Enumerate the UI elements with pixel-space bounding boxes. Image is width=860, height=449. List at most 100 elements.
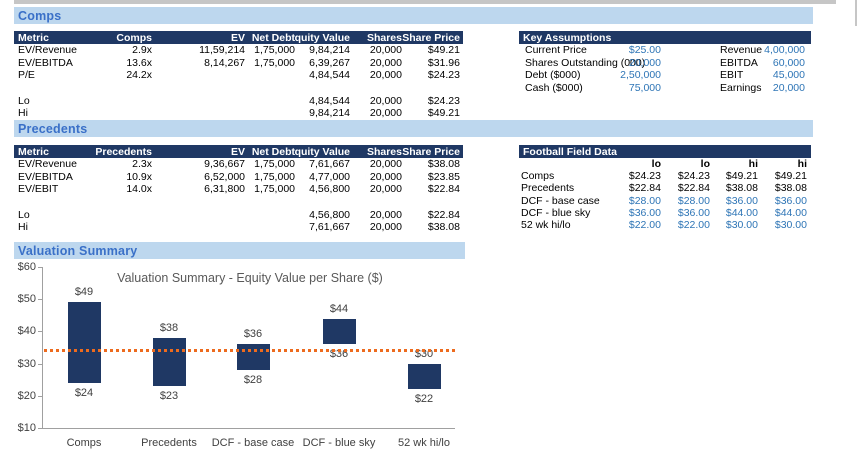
cell[interactable]: 20,000 — [369, 158, 402, 171]
assumption-value[interactable]: 45,000 — [772, 69, 805, 82]
cell[interactable]: 6,39,267 — [309, 56, 350, 69]
cell[interactable]: $28.00 — [628, 194, 661, 207]
column-header-hi[interactable]: hi — [797, 158, 807, 170]
assumption-value[interactable]: 75,000 — [628, 82, 661, 95]
section-header-valuation-summary[interactable]: Valuation Summary — [14, 242, 465, 259]
cell[interactable]: 7,61,667 — [309, 221, 350, 234]
cell[interactable]: 1,75,000 — [254, 44, 295, 57]
assumption-value[interactable]: 2,50,000 — [620, 69, 661, 82]
cell[interactable]: Lo — [18, 94, 30, 107]
cell[interactable]: EV/EBITDA — [18, 170, 73, 183]
column-header-quity Value[interactable]: quity Value — [294, 31, 350, 44]
column-header-Shares[interactable]: Shares — [366, 145, 402, 158]
assumption-value[interactable]: $25.00 — [628, 44, 661, 57]
cell[interactable]: 20,000 — [369, 208, 402, 221]
valuation-summary-chart[interactable]: Valuation Summary - Equity Value per Sha… — [0, 260, 470, 449]
cell[interactable]: 20,000 — [369, 56, 402, 69]
column-header-Metric[interactable]: Metric — [18, 145, 49, 158]
cell[interactable]: 20,000 — [369, 69, 402, 82]
cell[interactable]: $30.00 — [725, 219, 758, 232]
cell[interactable]: 1,75,000 — [254, 170, 295, 183]
cell[interactable]: 4,56,800 — [309, 183, 350, 196]
assumption-value[interactable]: 20,000 — [772, 82, 805, 95]
cell[interactable]: $38.08 — [427, 158, 460, 171]
cell[interactable]: $22.84 — [427, 208, 460, 221]
column-header-EV[interactable]: EV — [230, 31, 245, 44]
cell[interactable]: $44.00 — [725, 207, 758, 220]
cell[interactable]: 1,75,000 — [254, 158, 295, 171]
cell[interactable]: 24.2x — [126, 69, 152, 82]
cell[interactable]: $24.23 — [677, 170, 710, 183]
cell[interactable]: $49.21 — [774, 170, 807, 183]
cell[interactable]: 4,84,544 — [309, 69, 350, 82]
cell[interactable]: $44.00 — [774, 207, 807, 220]
column-header-Precedents[interactable]: Precedents — [95, 145, 152, 158]
cell[interactable]: 20,000 — [369, 44, 402, 57]
column-header-hi[interactable]: hi — [748, 158, 758, 170]
cell[interactable]: $24.23 — [628, 170, 661, 183]
cell[interactable]: 6,52,000 — [204, 170, 245, 183]
column-header-lo[interactable]: lo — [700, 158, 710, 170]
cell[interactable]: 7,61,667 — [309, 158, 350, 171]
assumption-value[interactable]: 4,00,000 — [764, 44, 805, 57]
assumption-value[interactable]: 20,000 — [628, 56, 661, 69]
assumption-value[interactable]: 60,000 — [772, 56, 805, 69]
cell[interactable]: $49.21 — [427, 44, 460, 57]
cell[interactable]: $36.00 — [628, 207, 661, 220]
cell[interactable]: $22.00 — [677, 219, 710, 232]
cell[interactable]: 2.9x — [132, 44, 152, 57]
cell[interactable]: $31.96 — [427, 56, 460, 69]
cell[interactable]: 4,84,544 — [309, 94, 350, 107]
cell[interactable]: $38.08 — [774, 182, 807, 195]
cell[interactable]: 1,75,000 — [254, 183, 295, 196]
cell[interactable]: 20,000 — [369, 107, 402, 120]
cell[interactable]: 6,31,800 — [204, 183, 245, 196]
cell[interactable]: Lo — [18, 208, 30, 221]
cell[interactable]: 9,36,667 — [204, 158, 245, 171]
cell[interactable]: $23.85 — [427, 170, 460, 183]
cell[interactable]: $24.23 — [427, 69, 460, 82]
cell[interactable]: EV/Revenue — [18, 158, 77, 171]
cell[interactable]: $24.23 — [427, 94, 460, 107]
cell[interactable]: 13.6x — [126, 56, 152, 69]
cell[interactable]: $36.00 — [725, 194, 758, 207]
cell[interactable]: 4,77,000 — [309, 170, 350, 183]
cell[interactable]: 2.3x — [132, 158, 152, 171]
cell[interactable]: 14.0x — [126, 183, 152, 196]
cell[interactable]: $49.21 — [427, 107, 460, 120]
column-header-lo[interactable]: lo — [651, 158, 661, 170]
cell[interactable]: 20,000 — [369, 183, 402, 196]
cell[interactable]: 10.9x — [126, 170, 152, 183]
cell[interactable]: 1,75,000 — [254, 56, 295, 69]
cell[interactable]: $30.00 — [774, 219, 807, 232]
cell[interactable]: $36.00 — [677, 207, 710, 220]
cell[interactable]: 9,84,214 — [309, 107, 350, 120]
cell[interactable]: $49.21 — [725, 170, 758, 183]
section-header-precedents[interactable]: Precedents — [14, 120, 813, 137]
cell[interactable]: $22.84 — [427, 183, 460, 196]
cell[interactable]: 20,000 — [369, 170, 402, 183]
cell[interactable]: 9,84,214 — [309, 44, 350, 57]
section-header-comps[interactable]: Comps — [14, 7, 813, 24]
cell[interactable]: 11,59,214 — [199, 44, 245, 57]
cell[interactable]: 8,14,267 — [204, 56, 245, 69]
column-header-quity Value[interactable]: quity Value — [294, 145, 350, 158]
column-header-Comps[interactable]: Comps — [116, 31, 152, 44]
cell[interactable]: Hi — [18, 107, 28, 120]
column-header-Share Price[interactable]: Share Price — [402, 145, 460, 158]
column-header-Metric[interactable]: Metric — [18, 31, 49, 44]
cell[interactable]: $36.00 — [774, 194, 807, 207]
cell[interactable]: 4,56,800 — [309, 208, 350, 221]
cell[interactable]: EV/EBIT — [18, 183, 59, 196]
column-header-EV[interactable]: EV — [230, 145, 245, 158]
cell[interactable]: EV/EBITDA — [18, 56, 73, 69]
cell[interactable]: $22.84 — [628, 182, 661, 195]
column-header-Net Debt[interactable]: Net Debt — [251, 31, 295, 44]
cell[interactable]: EV/Revenue — [18, 44, 77, 57]
cell[interactable]: $38.08 — [427, 221, 460, 234]
column-header-Net Debt[interactable]: Net Debt — [251, 145, 295, 158]
cell[interactable]: $22.84 — [677, 182, 710, 195]
cell[interactable]: 20,000 — [369, 94, 402, 107]
cell[interactable]: $38.08 — [725, 182, 758, 195]
cell[interactable]: Hi — [18, 221, 28, 234]
